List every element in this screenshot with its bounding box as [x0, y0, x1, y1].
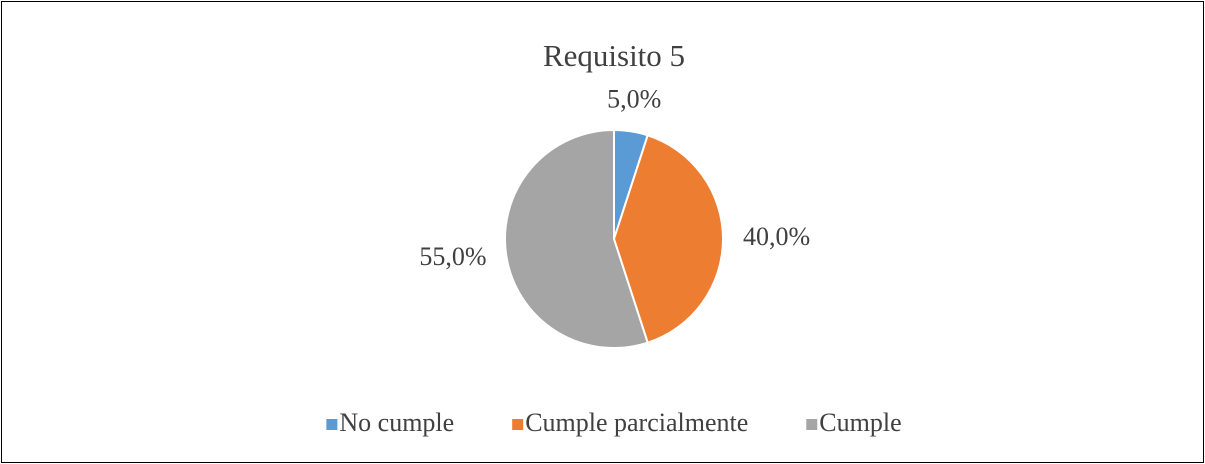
pie-slice — [504, 128, 649, 349]
data-label: 55,0% — [419, 242, 486, 271]
pie-slice — [612, 134, 724, 344]
legend-label: No cumple — [339, 408, 454, 437]
data-label: 5,0% — [607, 85, 661, 114]
data-label: 40,0% — [743, 222, 810, 251]
legend-swatch — [512, 419, 524, 430]
chart-title: Requisito 5 — [543, 38, 685, 73]
legend-swatch — [326, 419, 338, 430]
legend-label: Cumple — [819, 408, 901, 437]
legend-swatch — [806, 419, 818, 430]
legend-label: Cumple parcialmente — [525, 408, 748, 437]
